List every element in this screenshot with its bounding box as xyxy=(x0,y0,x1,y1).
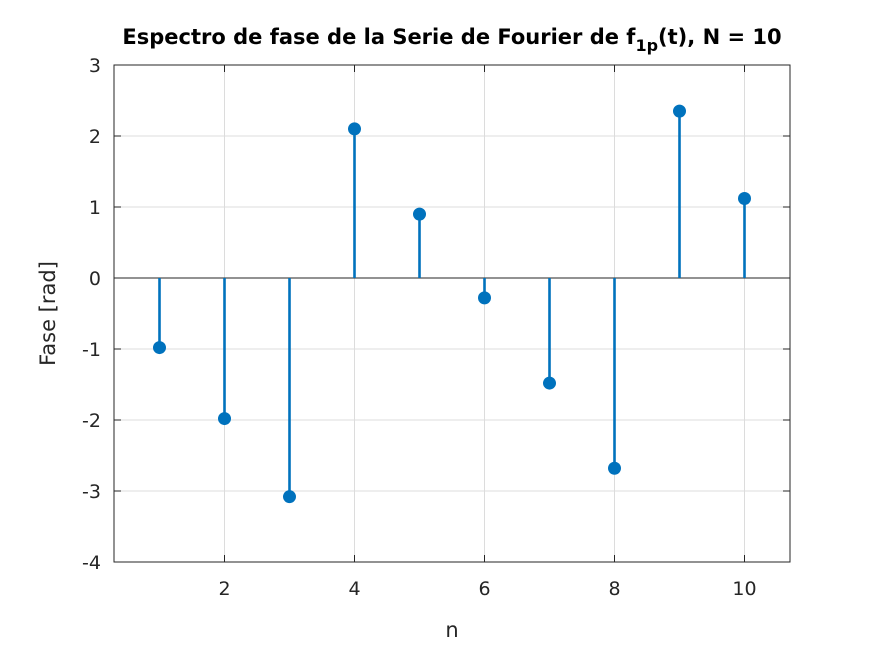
stem-marker xyxy=(153,341,166,355)
stem-marker xyxy=(348,122,361,136)
x-tick-label: 6 xyxy=(478,578,490,600)
y-tick-label: -3 xyxy=(82,481,101,503)
plot-area-frame xyxy=(113,64,791,563)
x-axis-label: n xyxy=(445,618,458,642)
stem-marker xyxy=(543,376,556,390)
grid xyxy=(114,64,790,563)
chart-title-main: Espectro de fase de la Serie de Fourier … xyxy=(122,25,636,49)
y-tick-label: 3 xyxy=(89,55,101,77)
chart-title: Espectro de fase de la Serie de Fourier … xyxy=(122,25,781,55)
x-tick-label: 8 xyxy=(608,578,620,600)
stem-marker xyxy=(218,412,231,426)
y-tick-label: 0 xyxy=(89,268,101,290)
stem-marker xyxy=(413,207,426,221)
y-tick-label: -4 xyxy=(82,552,101,574)
x-tick-label: 10 xyxy=(732,578,756,600)
stem-marker xyxy=(673,104,686,118)
stem-marker xyxy=(478,291,491,305)
y-tick-label: 2 xyxy=(89,126,101,148)
x-tick-label: 4 xyxy=(348,578,360,600)
stem-marker xyxy=(283,490,296,504)
y-tick-label: -2 xyxy=(82,410,101,432)
y-tick-label: 1 xyxy=(89,197,101,219)
stem-series xyxy=(153,104,751,504)
stem-marker xyxy=(738,191,751,205)
chart-title-subscript: 1p xyxy=(635,36,658,55)
stem-marker xyxy=(608,461,621,475)
axis-ticks: 2 4 6 8 10 -4 -3 -2 -1 0 1 2 3 xyxy=(82,55,790,600)
y-axis-label: Fase [rad] xyxy=(36,261,60,366)
chart-title-tail: (t), N = 10 xyxy=(658,25,782,49)
y-tick-label: -1 xyxy=(82,339,101,361)
x-tick-label: 2 xyxy=(218,578,230,600)
